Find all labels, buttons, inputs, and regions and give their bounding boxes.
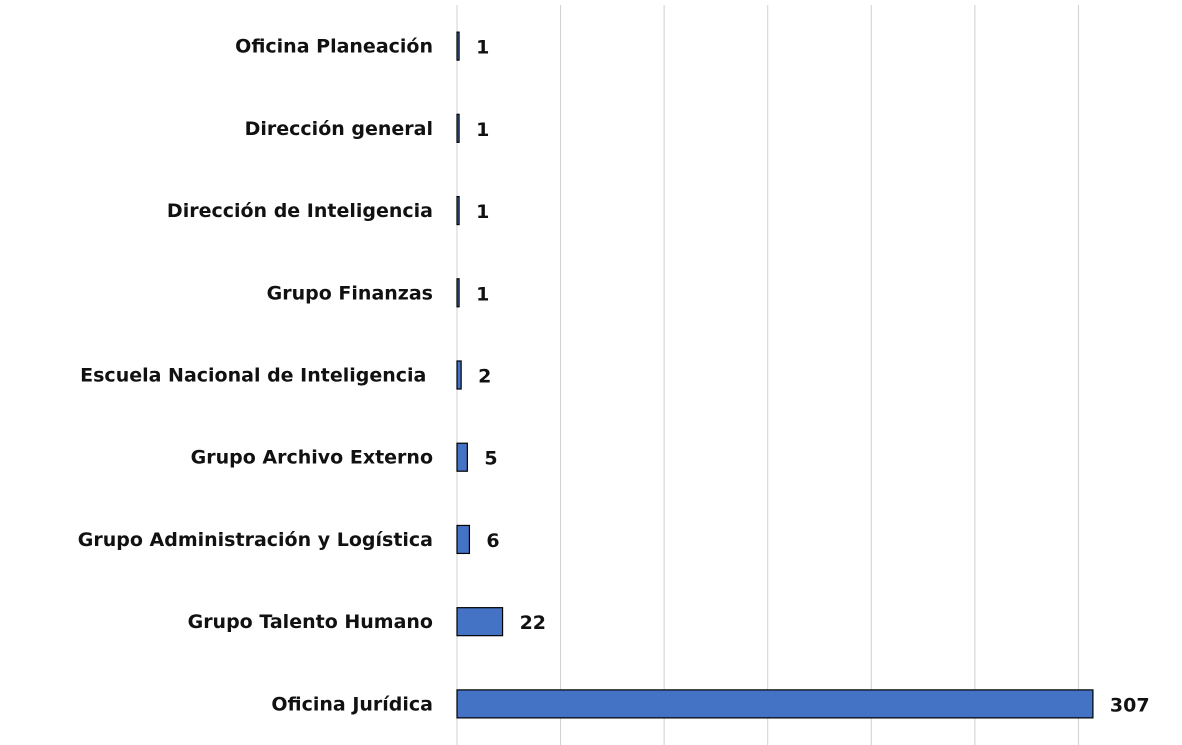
bar xyxy=(456,113,460,143)
value-label: 1 xyxy=(476,119,489,141)
category-label: Escuela Nacional de Inteligencia xyxy=(80,365,433,387)
category-label: Grupo Administración y Logística xyxy=(78,529,433,551)
category-label: Grupo Talento Humano xyxy=(188,611,433,633)
value-label: 1 xyxy=(476,283,489,305)
value-label: 1 xyxy=(476,37,489,59)
value-label: 22 xyxy=(520,612,546,634)
category-label: Grupo Archivo Externo xyxy=(191,447,433,469)
value-label: 1 xyxy=(476,201,489,223)
bar xyxy=(456,607,504,637)
category-label: Dirección de Inteligencia xyxy=(167,200,433,222)
category-label: Grupo Finanzas xyxy=(267,282,433,304)
value-label: 307 xyxy=(1110,694,1150,716)
bar xyxy=(456,360,462,390)
bar xyxy=(456,195,460,226)
category-label: Oficina Jurídica xyxy=(271,693,433,715)
value-label: 5 xyxy=(484,448,497,470)
bar xyxy=(456,689,1094,719)
value-label: 2 xyxy=(478,366,491,388)
bar xyxy=(456,524,471,555)
category-label: Dirección general xyxy=(245,118,433,140)
bar xyxy=(456,442,468,472)
bar xyxy=(456,278,460,308)
category-label: Oficina Planeación xyxy=(235,36,433,58)
bar xyxy=(456,31,460,61)
value-label: 6 xyxy=(486,530,499,552)
